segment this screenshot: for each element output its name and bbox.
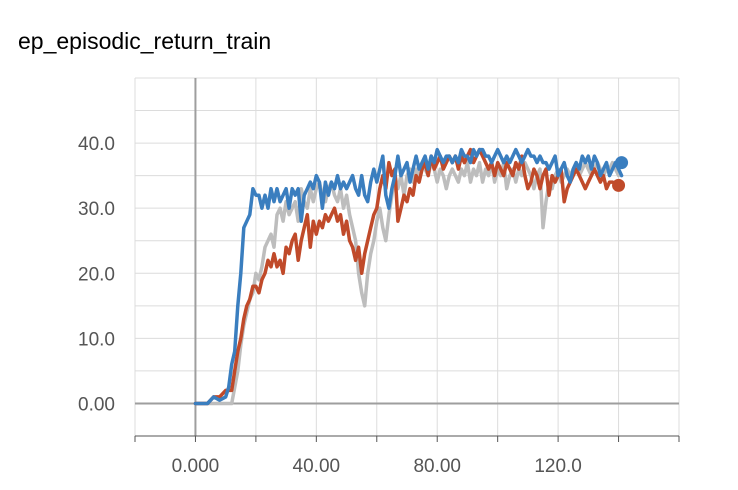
y-tick-label: 40.0 [78, 134, 115, 155]
y-tick-label: 10.0 [78, 329, 115, 350]
x-tick-label: 0.000 [172, 456, 220, 477]
series-lines [193, 147, 629, 406]
axes [134, 78, 680, 442]
chart-title: ep_episodic_return_train [18, 28, 272, 54]
series-line-0 [193, 147, 624, 406]
x-tick-label: 120.0 [534, 456, 582, 477]
y-tick-label: 0.00 [78, 394, 115, 415]
tick-labels: 0.00 10.0 20.0 30.0 40.0 0.000 40.00 80.00 120.0 [78, 134, 582, 477]
x-tick-label: 80.00 [413, 456, 461, 477]
y-tick-label: 30.0 [78, 199, 115, 220]
grid [134, 77, 680, 437]
series-line-1 [193, 147, 615, 406]
x-tick-label: 40.00 [293, 456, 341, 477]
y-tick-label: 20.0 [78, 264, 115, 285]
series-end-marker [615, 156, 629, 170]
series-end-marker [612, 178, 626, 192]
